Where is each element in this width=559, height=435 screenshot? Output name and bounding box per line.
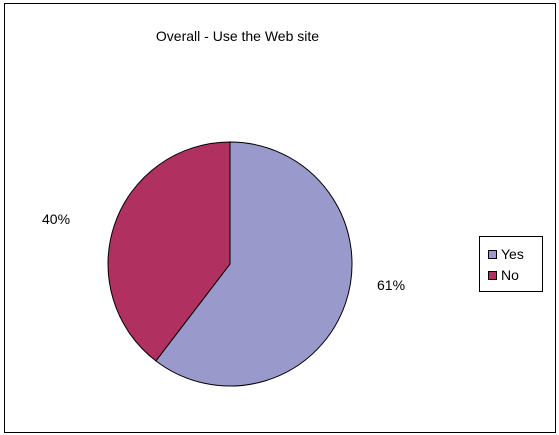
legend-item-yes: Yes — [488, 245, 524, 263]
chart-title: Overall - Use the Web site — [155, 28, 320, 44]
data-label-yes: 61% — [377, 277, 406, 293]
legend-swatch-no — [488, 270, 497, 280]
legend-label-no: No — [501, 267, 519, 283]
pie-chart — [107, 141, 353, 387]
chart-frame: Overall - Use the Web site 61% 40% Yes N… — [4, 3, 556, 433]
legend-label-yes: Yes — [501, 246, 524, 262]
data-label-no: 40% — [42, 211, 71, 227]
pie-slice-yes — [155, 141, 353, 387]
pie-slice-no — [107, 141, 231, 362]
legend: Yes No — [479, 236, 543, 292]
legend-swatch-yes — [488, 249, 497, 259]
legend-item-no: No — [488, 266, 519, 284]
